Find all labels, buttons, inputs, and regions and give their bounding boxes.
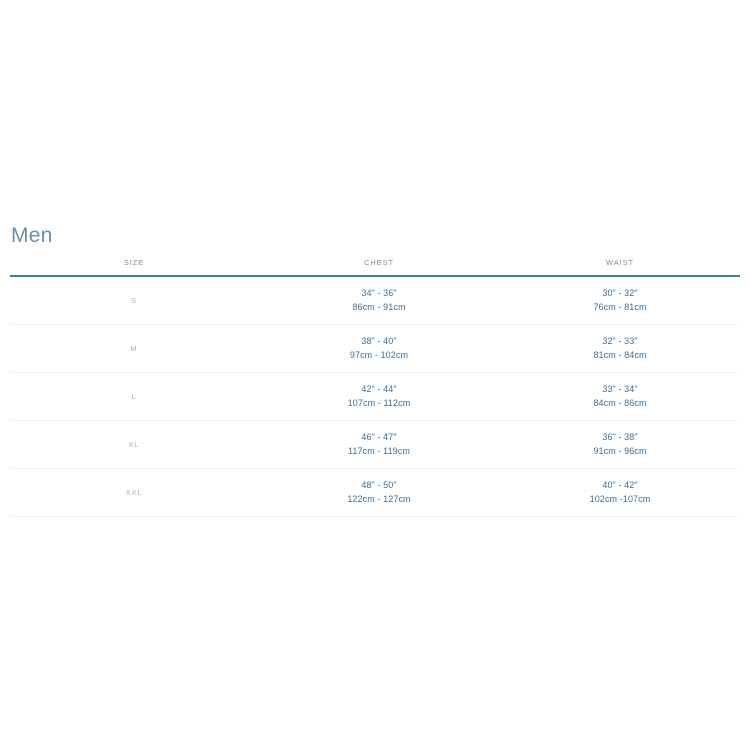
cell-chest: 48" - 50" 122cm - 127cm — [258, 468, 500, 517]
cell-waist: 40" - 42" 102cm -107cm — [500, 468, 740, 517]
table-row: XL 46" - 47" 117cm - 119cm 36" - 38" 91c… — [10, 420, 740, 469]
cell-waist: 32" - 33" 81cm - 84cm — [500, 324, 740, 373]
cell-chest: 42" - 44" 107cm - 112cm — [258, 372, 500, 421]
page-title: Men — [11, 224, 53, 247]
cell-size: XL — [10, 420, 258, 469]
cell-size: L — [10, 372, 258, 421]
table-header: SIZE CHEST WAIST — [10, 258, 740, 277]
waist-centimeters: 102cm -107cm — [589, 493, 651, 504]
waist-inches: 30" - 32" — [602, 288, 638, 299]
cell-waist: 36" - 38" 91cm - 96cm — [500, 420, 740, 469]
chest-inches: 38" - 40" — [361, 336, 397, 347]
chest-centimeters: 97cm - 102cm — [349, 349, 409, 360]
waist-inches: 36" - 38" — [602, 432, 638, 443]
cell-size: XXL — [10, 468, 258, 517]
waist-centimeters: 84cm - 86cm — [593, 397, 647, 408]
chest-centimeters: 86cm - 91cm — [352, 301, 406, 312]
chest-inches: 34" - 36" — [361, 288, 397, 299]
table-row: XXL 48" - 50" 122cm - 127cm 40" - 42" 10… — [10, 468, 740, 517]
waist-centimeters: 76cm - 81cm — [593, 301, 647, 312]
waist-centimeters: 81cm - 84cm — [593, 349, 647, 360]
chest-centimeters: 122cm - 127cm — [347, 493, 411, 504]
cell-chest: 46" - 47" 117cm - 119cm — [258, 420, 500, 469]
column-header-waist: WAIST — [500, 258, 740, 277]
table-body: S 34" - 36" 86cm - 91cm 30" - 32" 76cm -… — [10, 276, 740, 517]
cell-size: M — [10, 324, 258, 373]
column-header-chest: CHEST — [258, 258, 500, 277]
waist-inches: 32" - 33" — [602, 336, 638, 347]
cell-chest: 38" - 40" 97cm - 102cm — [258, 324, 500, 373]
chest-inches: 46" - 47" — [361, 432, 397, 443]
chest-inches: 48" - 50" — [361, 480, 397, 491]
column-header-size: SIZE — [10, 258, 258, 277]
cell-chest: 34" - 36" 86cm - 91cm — [258, 276, 500, 325]
cell-size: S — [10, 276, 258, 325]
table-row: L 42" - 44" 107cm - 112cm 33" - 34" 84cm… — [10, 372, 740, 421]
size-chart-table: SIZE CHEST WAIST S 34" - 36" 86cm - 91cm… — [10, 258, 740, 517]
table-row: S 34" - 36" 86cm - 91cm 30" - 32" 76cm -… — [10, 276, 740, 325]
waist-inches: 40" - 42" — [602, 480, 638, 491]
waist-centimeters: 91cm - 96cm — [593, 445, 647, 456]
chest-centimeters: 117cm - 119cm — [348, 445, 410, 456]
cell-waist: 33" - 34" 84cm - 86cm — [500, 372, 740, 421]
table-row: M 38" - 40" 97cm - 102cm 32" - 33" 81cm … — [10, 324, 740, 373]
waist-inches: 33" - 34" — [602, 384, 638, 395]
chest-centimeters: 107cm - 112cm — [347, 397, 411, 408]
cell-waist: 30" - 32" 76cm - 81cm — [500, 276, 740, 325]
table-header-row: SIZE CHEST WAIST — [10, 258, 740, 277]
chest-inches: 42" - 44" — [361, 384, 397, 395]
